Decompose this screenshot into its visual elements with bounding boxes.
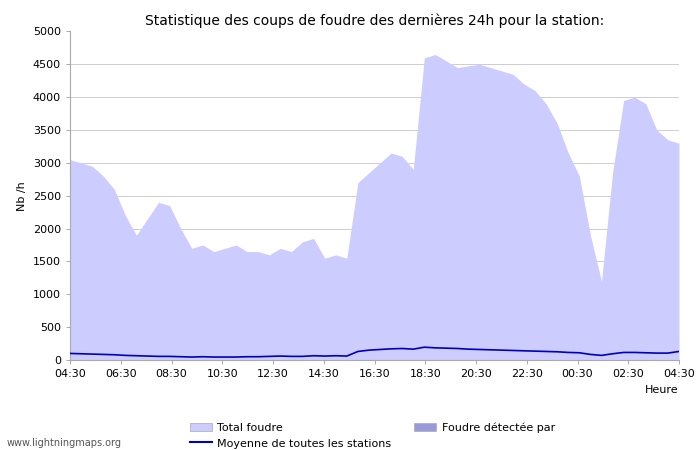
- Title: Statistique des coups de foudre des dernières 24h pour la station:: Statistique des coups de foudre des dern…: [145, 13, 604, 27]
- Text: Heure: Heure: [645, 385, 679, 395]
- Text: www.lightningmaps.org: www.lightningmaps.org: [7, 438, 122, 448]
- Y-axis label: Nb /h: Nb /h: [18, 181, 27, 211]
- Legend: Total foudre, Moyenne de toutes les stations, Foudre détectée par: Total foudre, Moyenne de toutes les stat…: [186, 418, 559, 450]
